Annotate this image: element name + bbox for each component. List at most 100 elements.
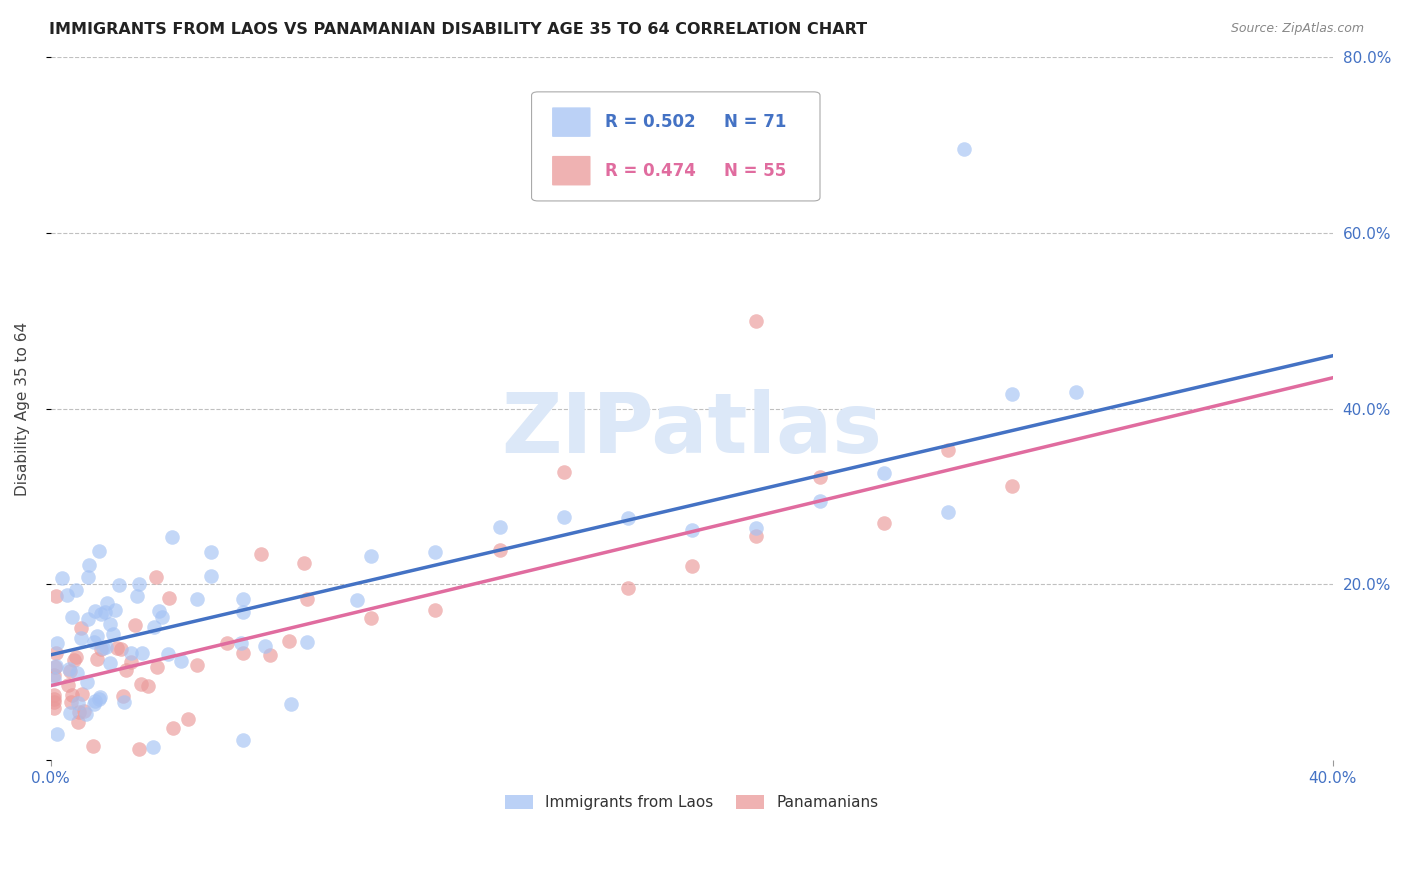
Point	[45, 659, 67, 673]
Text: N = 71: N = 71	[724, 113, 786, 131]
Point	[136, 679, 159, 693]
Point	[96, 596, 118, 610]
Point	[200, 568, 222, 582]
Point	[46, 636, 69, 650]
Point	[77, 612, 100, 626]
Point	[124, 618, 146, 632]
Point	[103, 602, 125, 616]
Point	[42, 668, 65, 682]
Point	[150, 609, 173, 624]
Point	[280, 697, 302, 711]
Point	[75, 706, 97, 721]
Point	[360, 611, 382, 625]
Point	[83, 635, 105, 649]
Point	[70, 631, 93, 645]
Point	[73, 704, 96, 718]
Point	[45, 727, 67, 741]
Point	[681, 558, 703, 573]
Point	[90, 641, 112, 656]
Point	[873, 467, 896, 481]
Point	[297, 635, 319, 649]
Point	[110, 641, 132, 656]
Point	[229, 636, 252, 650]
Point	[98, 616, 121, 631]
Point	[101, 626, 124, 640]
Legend: Immigrants from Laos, Panamanians: Immigrants from Laos, Panamanians	[499, 789, 884, 816]
Point	[59, 706, 82, 720]
Point	[745, 521, 768, 535]
Point	[67, 696, 90, 710]
Point	[66, 715, 89, 730]
Point	[77, 570, 100, 584]
Point	[60, 610, 83, 624]
Point	[553, 465, 575, 479]
Point	[200, 545, 222, 559]
Point	[70, 621, 93, 635]
Point	[148, 604, 170, 618]
Point	[96, 640, 118, 654]
Point	[1001, 387, 1024, 401]
Point	[232, 592, 254, 607]
Point	[91, 641, 114, 656]
Point	[808, 494, 831, 508]
Point	[254, 640, 277, 654]
Point	[66, 666, 89, 681]
Point	[108, 578, 131, 592]
Point	[70, 687, 93, 701]
Point	[77, 558, 100, 572]
Point	[128, 576, 150, 591]
Point	[170, 654, 193, 668]
Point	[58, 662, 80, 676]
FancyBboxPatch shape	[553, 107, 591, 136]
Point	[488, 520, 510, 534]
Point	[86, 651, 108, 665]
Point	[89, 544, 111, 558]
Point	[112, 695, 135, 709]
Point	[98, 657, 121, 671]
Point	[745, 528, 768, 542]
Point	[186, 658, 208, 673]
Text: ZIPatlas: ZIPatlas	[502, 389, 883, 470]
Point	[82, 739, 104, 754]
Text: IMMIGRANTS FROM LAOS VS PANAMANIAN DISABILITY AGE 35 TO 64 CORRELATION CHART: IMMIGRANTS FROM LAOS VS PANAMANIAN DISAB…	[49, 22, 868, 37]
FancyBboxPatch shape	[531, 92, 820, 201]
Point	[59, 664, 82, 678]
Point	[105, 641, 128, 656]
Point	[84, 694, 107, 708]
Point	[60, 688, 83, 702]
Point	[160, 530, 183, 544]
Point	[162, 721, 184, 735]
Point	[259, 648, 281, 663]
Point	[232, 646, 254, 660]
Point	[51, 571, 73, 585]
Point	[125, 590, 148, 604]
Point	[142, 739, 165, 754]
Text: Source: ZipAtlas.com: Source: ZipAtlas.com	[1230, 22, 1364, 36]
Text: R = 0.474: R = 0.474	[605, 161, 696, 179]
Point	[146, 659, 169, 673]
Point	[94, 605, 117, 619]
Point	[616, 581, 638, 595]
Point	[157, 591, 180, 605]
Point	[59, 695, 82, 709]
Point	[45, 646, 67, 660]
Point	[745, 313, 768, 327]
Point	[83, 604, 105, 618]
Text: R = 0.502: R = 0.502	[605, 113, 695, 131]
Point	[112, 689, 135, 703]
Point	[277, 633, 299, 648]
Point	[157, 647, 180, 661]
Point	[115, 663, 138, 677]
Point	[232, 733, 254, 747]
Point	[681, 524, 703, 538]
Point	[42, 701, 65, 715]
Point	[83, 697, 105, 711]
Point	[129, 677, 152, 691]
Point	[186, 591, 208, 606]
Point	[232, 605, 254, 619]
Point	[553, 509, 575, 524]
Text: N = 55: N = 55	[724, 161, 786, 179]
Point	[297, 592, 319, 607]
Point	[45, 589, 67, 603]
Point	[177, 712, 200, 726]
